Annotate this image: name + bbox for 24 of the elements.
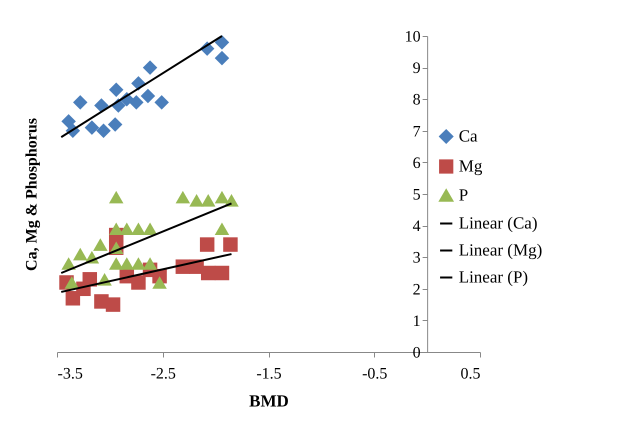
legend-label: Ca xyxy=(458,126,478,146)
legend-label: P xyxy=(458,186,468,204)
x-tick-label: 0.5 xyxy=(460,366,480,382)
y-tick-label: 7 xyxy=(412,123,421,140)
x-axis-title: BMD xyxy=(249,392,289,410)
y-tick-label: 1 xyxy=(412,312,421,330)
y-tick-label: 2 xyxy=(412,281,421,298)
y-tick-label: 10 xyxy=(404,28,421,46)
y-axis-title: Ca, Mg & Phosphorus xyxy=(24,118,40,271)
y-tick-label: 5 xyxy=(412,186,421,204)
legend-label: Linear (P) xyxy=(458,268,528,286)
legend-label: Linear (Ca) xyxy=(458,214,538,232)
y-tick-label: 0 xyxy=(412,344,421,362)
y-tick-label: 6 xyxy=(412,154,421,172)
y-tick-label: 4 xyxy=(412,218,421,236)
x-tick-label: -0.5 xyxy=(362,366,388,382)
y-tick-label: 9 xyxy=(412,60,421,78)
y-tick-label: 8 xyxy=(412,92,421,109)
x-tick-label: -2.5 xyxy=(150,366,176,382)
legend-label: Mg xyxy=(458,156,483,176)
y-tick-label: 3 xyxy=(412,250,421,267)
x-tick-label: -3.5 xyxy=(58,366,83,382)
x-tick-label: -1.5 xyxy=(256,366,282,382)
legend-label: Linear (Mg) xyxy=(458,240,542,260)
